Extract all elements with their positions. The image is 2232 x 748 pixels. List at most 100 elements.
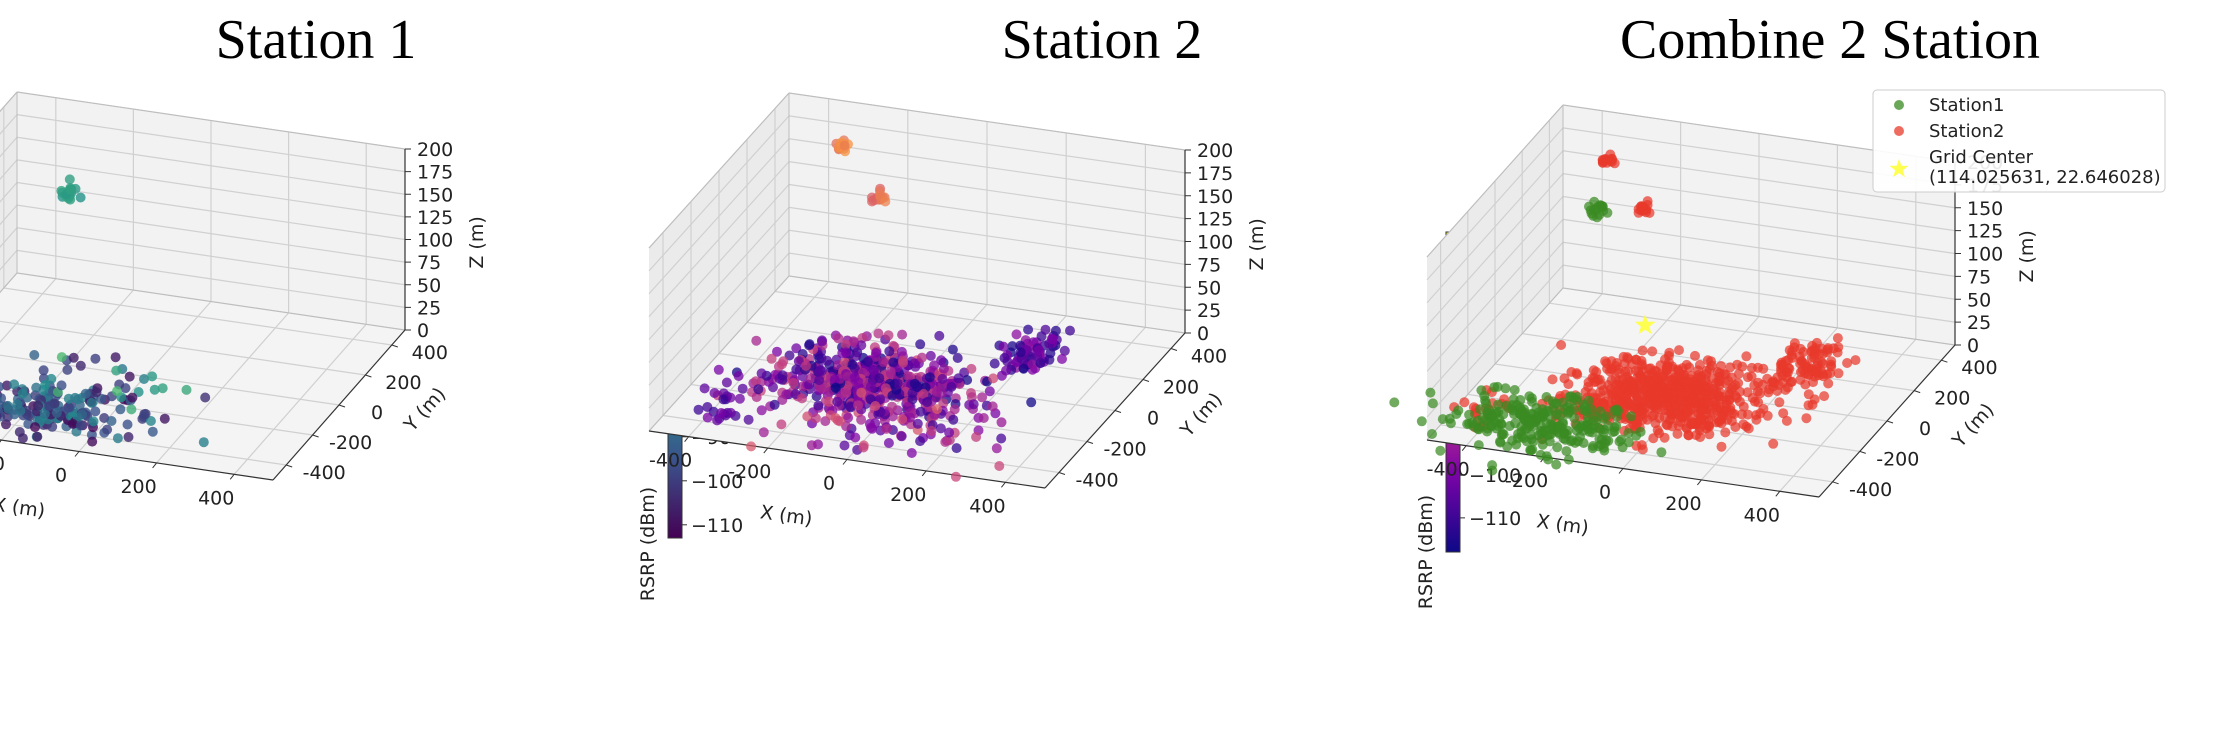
data-point xyxy=(848,336,859,347)
data-point xyxy=(947,344,958,355)
data-point xyxy=(777,395,788,405)
x-tick-label: 200 xyxy=(1665,493,1701,515)
data-point xyxy=(830,382,841,393)
data-point xyxy=(1504,421,1515,431)
data-point xyxy=(44,401,55,412)
colorbar-label: RSRP (dBm) xyxy=(1415,495,1437,609)
data-point xyxy=(832,415,843,426)
data-point xyxy=(858,442,869,453)
data-point xyxy=(0,381,4,392)
data-point xyxy=(1842,358,1853,368)
data-point xyxy=(115,404,126,415)
grid-line xyxy=(1562,195,1956,255)
data-point xyxy=(1694,359,1705,370)
data-point xyxy=(1716,361,1726,371)
x-tick-mark xyxy=(229,473,235,480)
colorbar-tick-label: −100 xyxy=(1469,465,1521,487)
data-point xyxy=(888,357,899,368)
y-tick-mark xyxy=(1114,410,1122,413)
y-tick-mark xyxy=(1170,348,1178,351)
data-point xyxy=(996,417,1007,428)
y-tick-mark xyxy=(338,404,346,408)
data-point xyxy=(880,196,891,207)
data-point xyxy=(1547,374,1558,385)
data-point xyxy=(147,371,158,382)
data-point xyxy=(716,408,727,418)
y-tick-label: 400 xyxy=(1961,357,1997,379)
data-point xyxy=(788,377,799,388)
data-point xyxy=(856,414,867,425)
data-point xyxy=(1833,342,1844,353)
grid-line xyxy=(648,229,790,386)
data-point xyxy=(1702,355,1713,366)
data-point xyxy=(33,400,43,411)
data-point xyxy=(1542,405,1553,416)
legend-marker-grid-center xyxy=(1889,159,1909,178)
grid-line xyxy=(1426,264,1564,418)
data-point xyxy=(1637,444,1648,455)
data-point xyxy=(1751,414,1762,425)
data-point xyxy=(1688,397,1699,408)
data-point xyxy=(1650,418,1661,429)
data-point xyxy=(944,427,955,438)
z-tick-label: 200 xyxy=(1197,140,1233,162)
data-point xyxy=(1807,341,1818,351)
data-point xyxy=(815,382,826,393)
data-point xyxy=(832,396,843,407)
grid-line xyxy=(788,229,1186,288)
data-point xyxy=(806,373,816,384)
z-tick-label: 75 xyxy=(1197,254,1221,276)
z-tick-label: 175 xyxy=(417,162,453,184)
data-point xyxy=(1583,395,1594,406)
data-point xyxy=(952,353,963,363)
data-point xyxy=(1026,397,1037,408)
data-point xyxy=(849,372,860,383)
data-point xyxy=(1515,395,1526,405)
data-point xyxy=(1823,378,1834,389)
data-point xyxy=(1635,374,1646,385)
grid-line xyxy=(1426,241,1564,395)
data-point xyxy=(1527,444,1538,455)
legend-marker-station1 xyxy=(1894,100,1904,110)
data-point xyxy=(1767,377,1778,388)
data-point xyxy=(1566,367,1577,377)
data-point xyxy=(934,330,945,341)
data-point xyxy=(839,357,850,368)
data-point xyxy=(1493,421,1504,431)
data-point xyxy=(67,418,78,429)
data-point xyxy=(769,399,780,410)
data-point xyxy=(814,375,825,386)
data-point xyxy=(949,404,960,415)
y-tick-label: -200 xyxy=(1876,448,1919,470)
data-point xyxy=(1034,345,1044,356)
data-point xyxy=(951,443,962,454)
pane-edge xyxy=(648,275,790,432)
data-point xyxy=(721,377,732,388)
data-point xyxy=(1780,384,1791,395)
data-point xyxy=(898,357,909,368)
data-point xyxy=(1631,430,1642,441)
data-point xyxy=(145,416,156,426)
z-tick-label: 50 xyxy=(417,275,441,297)
y-tick-label: -400 xyxy=(1849,479,1892,501)
data-point xyxy=(147,426,158,437)
data-point xyxy=(1662,400,1673,411)
chart-title: Combine 2 Station xyxy=(1620,9,2040,71)
data-point xyxy=(938,398,949,409)
data-point xyxy=(839,440,850,451)
grid-line xyxy=(1426,173,1564,327)
grid-line xyxy=(1426,127,1564,281)
legend-label-grid-center: Grid Center xyxy=(1929,147,2034,168)
pane-edge xyxy=(648,92,790,249)
data-point xyxy=(978,413,989,423)
data-point xyxy=(1486,412,1497,422)
data-point xyxy=(1733,368,1744,379)
data-point xyxy=(1681,410,1692,421)
data-point xyxy=(1023,324,1034,335)
data-point xyxy=(88,416,99,427)
x-tick-label: -200 xyxy=(728,461,771,483)
data-point xyxy=(977,392,988,403)
z-tick-label: 150 xyxy=(1197,186,1233,208)
x-tick-mark xyxy=(763,447,769,454)
x-tick-label: 200 xyxy=(890,484,926,506)
